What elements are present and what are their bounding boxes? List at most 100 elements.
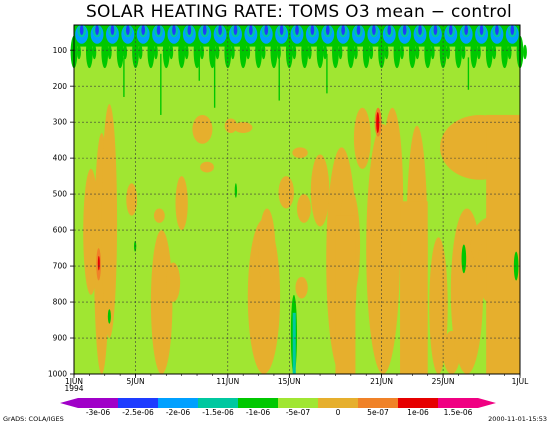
colorbar: -3e-06 -2.5e-06 -2e-06 -1.5e-06 -1e-06 -5e-07… [60,398,496,417]
y-tick-label: 400 [53,154,68,163]
heatmap-cell [85,35,93,69]
heatmap-cell [200,44,204,60]
heatmap-cell [141,25,146,36]
heatmap-cell [213,53,216,108]
colorbar-segment [438,398,496,408]
heatmap-cell [323,44,327,60]
y-tick-label: 100 [53,46,68,55]
heatmap-cell [326,53,328,94]
y-tick-label: 500 [53,190,68,199]
heatmap-cell [92,44,97,60]
heatmap-cell [97,255,100,271]
x-tick-label: 1JUL [512,377,529,386]
heatmap-cell [234,183,238,198]
heatmap-cell [270,35,278,69]
x-tick-label: 15JUN [278,377,301,386]
heatmap-cell [356,25,361,36]
heatmap-cell [233,25,238,36]
y-tick-label: 800 [53,298,68,307]
colorbar-label: 1e-06 [407,408,429,417]
colorbar-segment [278,398,318,408]
heatmap-cell [215,44,220,60]
heatmap-cell [230,44,235,60]
heatmap-cell [372,25,376,36]
heatmap-cell [292,44,297,60]
heatmap-cell [485,35,493,69]
y-axis: 100 200 300 400 500 600 700 800 900 1000 [48,46,74,379]
heatmap-cell [264,25,269,36]
heatmap-cell [448,25,453,36]
heatmap-cell [387,25,392,36]
heatmap-cell [83,168,99,295]
heatmap-cell [178,35,186,69]
x-tick-label: 25JUN [432,377,455,386]
y-tick-label: 1000 [48,370,67,379]
heatmap-cell [461,244,467,274]
heatmap-cell [362,35,370,69]
heatmap-cell [285,35,293,69]
heatmap-cell [192,114,213,144]
heatmap-cell [233,122,253,133]
colorbar-segment [60,398,118,408]
colorbar-segment [318,398,358,408]
chart-title: SOLAR HEATING RATE: TOMS O3 mean − contr… [86,2,512,22]
heatmap-cell [162,35,170,69]
colorbar-segment [158,398,198,408]
heatmap-cell [338,44,343,60]
heatmap-cell [107,44,112,60]
heatmap-cell [200,161,214,173]
y-tick-label: 200 [53,82,68,91]
heatmap-cell [501,35,509,69]
heatmap-cell [153,208,165,223]
heatmap-cell [239,35,247,69]
heatmap-cell [110,25,115,36]
heatmap-cell [295,25,299,36]
heatmap-cell [79,25,84,36]
heatmap-cell [408,35,416,69]
heatmap-cell [187,25,192,36]
heatmap-cell [101,104,118,339]
heatmap-cell [332,35,339,69]
heatmap-cell [325,25,330,36]
heatmap-cell [310,154,330,227]
heatmap-cell [510,25,515,36]
heatmap-cell [461,44,466,60]
heatmap-cell [400,44,404,60]
colorbar-label: -3e-06 [86,408,111,417]
heatmap-cell [295,276,308,299]
colorbar-segment [238,398,278,408]
heatmap-cell [455,35,462,69]
heatmap-cell [132,35,139,69]
colorbar-label: -1e-06 [246,408,271,417]
heatmap-cell [292,312,296,374]
heatmap-cell [278,57,280,101]
heatmap-cell [147,35,155,69]
x-tick-label: 1JUN [65,377,83,386]
colorbar-segment [118,398,158,408]
x-tick-label: 21JUN [370,377,393,386]
x-tick-sublabel: 1994 [64,384,83,393]
heatmap-cell [292,147,308,159]
heatmap-cell [258,208,276,295]
heatmap-cell [278,176,294,209]
heatmap-cell [316,35,324,69]
heatmap-cell [335,215,356,374]
heatmap-cell [446,44,451,60]
heatmap-cell [430,44,435,60]
heatmap-cell [153,44,158,60]
colorbar-segment [198,398,238,408]
heatmap-cell [156,25,161,36]
heatmap-cell [479,25,484,36]
heatmap-cell [261,44,266,60]
heatmap-cell [439,35,447,69]
heatmap-cell [433,25,438,36]
heatmap-cell [101,35,109,69]
heatmap-cell [418,25,422,36]
heatmap-cell [492,44,497,60]
colorbar-label: -1.5e-06 [202,408,234,417]
heatmap-cell [347,35,355,69]
heatmap-cell [424,35,432,69]
heatmap-cell [277,44,281,60]
